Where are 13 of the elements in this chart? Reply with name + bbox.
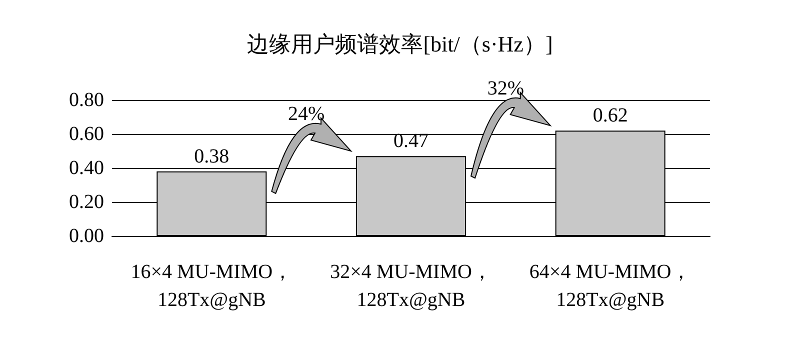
x-tick-label: 64×4 MU-MIMO， 128Tx@gNB [529, 261, 692, 311]
y-tick-label: 0.20 [69, 191, 104, 213]
y-tick-label: 0.40 [69, 157, 104, 179]
y-tick-label: 0.80 [69, 89, 104, 111]
data-label: 0.38 [194, 145, 230, 168]
data-label: 0.62 [592, 104, 628, 127]
y-tick-label: 0.00 [69, 225, 104, 247]
annotation: 24% [288, 103, 325, 126]
x-tick-label: 16×4 MU-MIMO， 128Tx@gNB [130, 261, 293, 311]
chart-title: 边缘用户频谱效率[bit/（s·Hz）] [247, 32, 553, 56]
y-tick-label: 0.60 [69, 123, 104, 145]
x-tick-label: 32×4 MU-MIMO， 128Tx@gNB [330, 261, 492, 311]
text: 32% [487, 78, 524, 100]
